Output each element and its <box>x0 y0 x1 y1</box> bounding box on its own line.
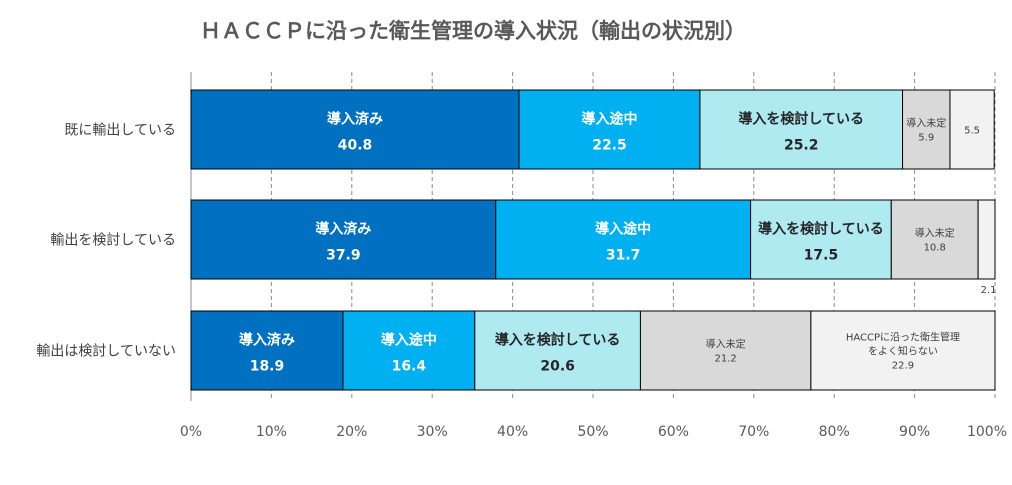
bar-segment <box>474 310 641 391</box>
data-label: 5.5 <box>964 126 980 137</box>
x-tick-label: 20% <box>336 424 367 440</box>
segment-label: 導入途中 <box>595 221 651 238</box>
x-tick-label: 0% <box>180 424 202 440</box>
bar-segment <box>639 310 812 391</box>
bar-segment <box>518 89 701 170</box>
data-label: 10.8 <box>924 243 946 254</box>
bar-segment <box>750 199 892 280</box>
segment-label: HACCPに沿った衛生管理 <box>846 331 960 344</box>
bar-segment <box>902 89 951 170</box>
data-label: 2.1 <box>981 285 997 296</box>
data-label: 17.5 <box>804 248 839 264</box>
x-tick-label: 10% <box>256 424 287 440</box>
bar-segment <box>190 89 520 170</box>
data-label: 20.6 <box>540 359 575 375</box>
bar-segment <box>890 199 979 280</box>
segment-label: 導入を検討している <box>495 332 621 349</box>
segment-label: 導入途中 <box>381 332 437 349</box>
data-label: 22.9 <box>892 361 914 372</box>
x-tick-label: 40% <box>497 424 528 440</box>
bar-segment <box>949 89 995 170</box>
x-tick-label: 80% <box>819 424 850 440</box>
data-label: 37.9 <box>326 248 361 264</box>
category-label: 既に輸出している <box>64 123 176 139</box>
bar-segment <box>977 199 996 280</box>
segment-label: 導入済み <box>315 221 371 238</box>
data-label: 21.2 <box>715 354 737 365</box>
x-tick-label: 100% <box>967 424 1007 440</box>
segment-label: 導入未定 <box>706 338 746 351</box>
segment-label: 導入済み <box>327 111 383 128</box>
category-label: 輸出を検討している <box>50 233 176 249</box>
x-tick-label: 90% <box>899 424 930 440</box>
segment-label: 導入未定 <box>915 227 955 240</box>
bar-stack-area: 導入済み 40.8 導入途中 22.5 導入を検討している 25.2 導入未定 5.9 5.5 導… <box>190 89 997 391</box>
segment-label: 導入を検討している <box>758 221 884 238</box>
segment-label: 導入済み <box>239 332 295 349</box>
x-tick-label: 70% <box>738 424 769 440</box>
segment-label: 導入を検討している <box>738 111 864 128</box>
data-label: 22.5 <box>592 138 627 154</box>
bar-segment <box>699 89 904 170</box>
x-tick-label: 30% <box>417 424 448 440</box>
category-label: 輸出は検討していない <box>36 344 176 360</box>
segment-label: をよく知らない <box>868 345 938 358</box>
data-label: 18.9 <box>250 359 285 375</box>
bar-segment <box>342 310 476 391</box>
data-label: 31.7 <box>606 248 641 264</box>
bar-segment <box>190 310 344 391</box>
chart-title: ＨＡＣＣＰに沿った衛生管理の導入状況（輸出の状況別） <box>200 19 746 43</box>
data-label: 16.4 <box>392 359 427 375</box>
segment-label: 導入未定 <box>906 117 946 130</box>
x-tick-label: 60% <box>658 424 689 440</box>
bar-segment <box>810 310 996 391</box>
bar-segment <box>495 199 752 280</box>
data-label: 40.8 <box>338 138 373 154</box>
bar-segment <box>190 199 497 280</box>
x-tick-labels: 0% 10% 20% 30% 40% 50% 60% 70% 80% 90% 100% <box>180 424 1007 440</box>
x-tick-label: 50% <box>577 424 608 440</box>
data-label: 5.9 <box>918 133 934 144</box>
segment-label: 導入途中 <box>581 111 637 128</box>
data-label: 25.2 <box>784 138 819 154</box>
